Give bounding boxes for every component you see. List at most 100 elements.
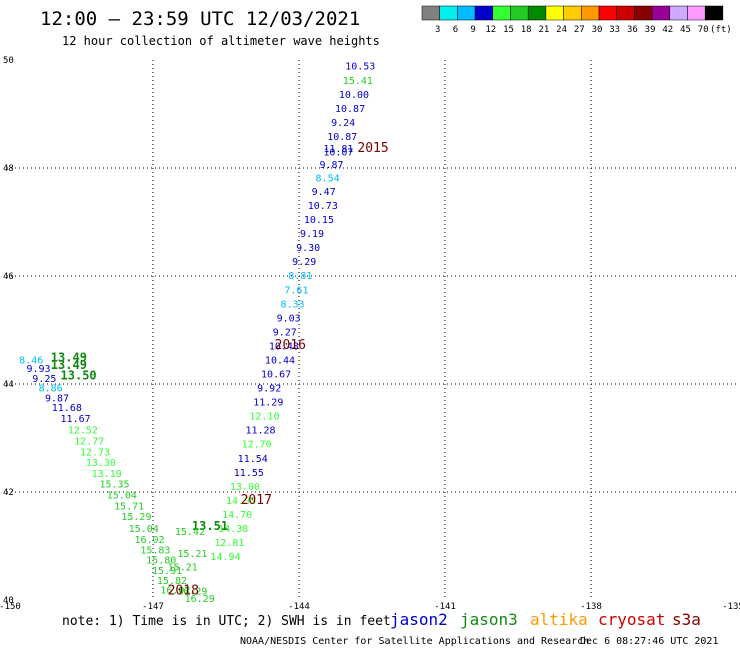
- satellite-legend-altika: altika: [530, 610, 588, 629]
- legend-label: 3: [435, 25, 440, 35]
- wave-height-label: 9.27: [273, 327, 297, 338]
- legend-swatch: [687, 5, 706, 21]
- wave-height-label: 8.86: [39, 384, 63, 395]
- wave-height-label: 9.25: [32, 374, 56, 385]
- legend-swatch: [510, 5, 529, 21]
- wave-height-label: 15.42: [175, 527, 205, 538]
- wave-height-label: 10.44: [265, 355, 295, 366]
- wave-height-label: 16.02: [160, 586, 190, 597]
- wave-height-label: 9.30: [296, 243, 320, 254]
- legend-swatch: [704, 5, 724, 21]
- wave-height-label: 13.49: [51, 350, 87, 364]
- legend-label: (ft): [710, 25, 732, 35]
- wave-height-label: 15.83: [140, 546, 170, 557]
- day-label: 2015: [357, 141, 388, 156]
- legend-swatch: [669, 5, 688, 21]
- legend-swatch: [581, 5, 600, 21]
- wave-height-label: 15.35: [99, 480, 129, 491]
- wave-height-label: 8.33: [281, 299, 305, 310]
- wave-height-label: 10.87: [327, 132, 357, 143]
- legend-swatch: [474, 5, 494, 21]
- wave-height-label: 10.67: [261, 370, 291, 381]
- wave-height-label: 9.03: [277, 313, 301, 324]
- wave-height-label: 10.15: [304, 215, 334, 226]
- legend-label: 33: [609, 25, 620, 35]
- x-tick-label: -141: [434, 602, 456, 612]
- day-labels: 2015 2016 2017 2018: [168, 141, 389, 599]
- wave-height-label: 12.10: [249, 412, 279, 423]
- x-tick-label: -150: [0, 602, 21, 612]
- wave-height-label: 11.67: [61, 414, 91, 425]
- wave-height-label: 14.93: [226, 496, 256, 507]
- wave-height-label: 9.93: [26, 364, 50, 375]
- legend-label: 42: [662, 25, 673, 35]
- legend-label: 45: [680, 25, 691, 35]
- chart-title: 12:00 – 23:59 UTC 12/03/2021: [40, 8, 360, 30]
- footer-note: note: 1) Time is in UTC; 2) SWH is in fe…: [62, 614, 391, 629]
- y-tick-label: 48: [3, 164, 14, 174]
- wave-height-label: 15.41: [343, 76, 373, 87]
- wave-height-label: 7.61: [284, 285, 308, 296]
- wave-height-label: 11.68: [52, 403, 82, 414]
- wave-height-label: 10.87: [335, 104, 365, 115]
- wave-height-label: 9.92: [257, 384, 281, 395]
- wave-height-label: 16.02: [135, 535, 165, 546]
- satellite-legend-s3a: s3a: [672, 610, 701, 629]
- wave-height-label: 16.29: [185, 594, 215, 605]
- chart-subtitle: 12 hour collection of altimeter wave hei…: [62, 34, 380, 48]
- legend-label: 18: [521, 25, 532, 35]
- wave-height-label: 11.54: [238, 454, 268, 465]
- wave-height-label: 14.70: [222, 510, 252, 521]
- x-tick-label: -147: [142, 602, 164, 612]
- x-tick-label: -138: [580, 602, 602, 612]
- wave-height-label: 12.52: [68, 426, 98, 437]
- axis-tick-labels: -150 -147 -144 -141 -138 -135 40 42 44 46 48 50: [0, 56, 740, 612]
- y-tick-label: 42: [3, 488, 14, 498]
- wave-height-label: 12.73: [80, 447, 110, 458]
- legend-label: 70: [698, 25, 709, 35]
- wave-height-label: 11.29: [253, 398, 283, 409]
- wave-height-label: 8.46: [19, 355, 43, 366]
- day-label: 2017: [241, 493, 272, 508]
- y-tick-label: 44: [3, 380, 14, 390]
- wave-height-label: 11.81: [323, 144, 353, 155]
- wave-height-marks: 10.5315.4110.0010.879.2410.8711.8110.079…: [19, 62, 375, 605]
- wave-height-label: 9.24: [331, 118, 355, 129]
- legend-swatch: [421, 5, 440, 21]
- wave-height-label: 15.04: [129, 524, 159, 535]
- y-tick-label: 40: [3, 596, 14, 606]
- legend-label: 15: [503, 25, 514, 35]
- legend-swatch: [457, 5, 476, 21]
- legend-label: 24: [556, 25, 567, 35]
- wave-height-label: 15.80: [146, 555, 176, 566]
- x-tick-label: -144: [288, 602, 310, 612]
- wave-height-label: 13.49: [51, 358, 87, 372]
- legend-swatch: [616, 5, 635, 21]
- footer-timestamp: Dec 6 08:27:46 UTC 2021: [580, 636, 718, 647]
- legend-swatch: [598, 5, 617, 21]
- wave-height-label: 11.55: [234, 468, 264, 479]
- wave-height-label: 9.87: [319, 160, 343, 171]
- legend-label: 9: [470, 25, 475, 35]
- wave-height-label: 14.94: [210, 552, 240, 563]
- wave-height-label: 10.48: [269, 341, 299, 352]
- legend-swatch: [492, 5, 511, 21]
- day-label: 2016: [275, 338, 306, 353]
- wave-height-label: 9.19: [300, 229, 324, 240]
- wave-height-label: 12.81: [214, 538, 244, 549]
- legend-swatch: [545, 5, 564, 21]
- wave-height-label: 15.21: [168, 562, 198, 573]
- wave-height-label: 10.07: [323, 148, 353, 159]
- legend-label: 21: [538, 25, 549, 35]
- satellite-legend-jason3: jason3: [460, 610, 518, 629]
- wave-height-label: 11.28: [245, 426, 275, 437]
- wave-height-label: 14.38: [218, 524, 248, 535]
- wave-height-label: 15.91: [152, 566, 182, 577]
- y-tick-label: 50: [3, 56, 14, 66]
- legend-swatch: [634, 5, 653, 21]
- grid-lines: [7, 60, 737, 600]
- wave-height-label: 9.47: [312, 187, 336, 198]
- wave-height-label: 15.82: [157, 576, 187, 587]
- wave-height-label: 16.29: [177, 587, 207, 598]
- day-label: 2018: [168, 584, 199, 599]
